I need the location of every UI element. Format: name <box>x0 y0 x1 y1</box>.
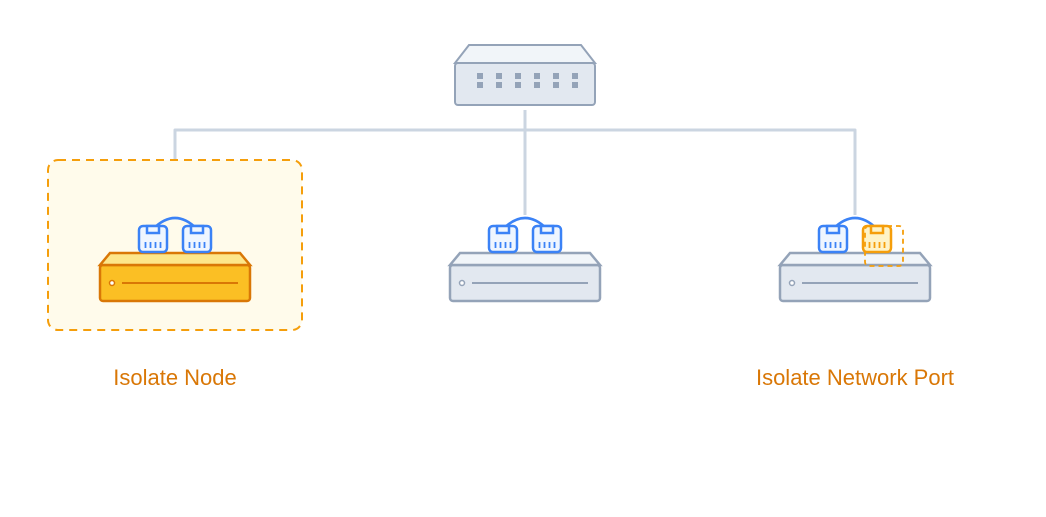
isolate-node-label: Isolate Node <box>48 365 302 391</box>
isolate-node-highlight <box>48 160 302 330</box>
diagram-canvas: Isolate Node Isolate Network Port <box>0 0 1046 512</box>
network-switch <box>455 45 595 105</box>
server-node-center <box>450 218 600 301</box>
diagram-svg <box>0 0 1046 512</box>
server-node-right <box>780 218 930 301</box>
connection-line <box>525 110 855 215</box>
isolate-port-label: Isolate Network Port <box>720 365 990 391</box>
